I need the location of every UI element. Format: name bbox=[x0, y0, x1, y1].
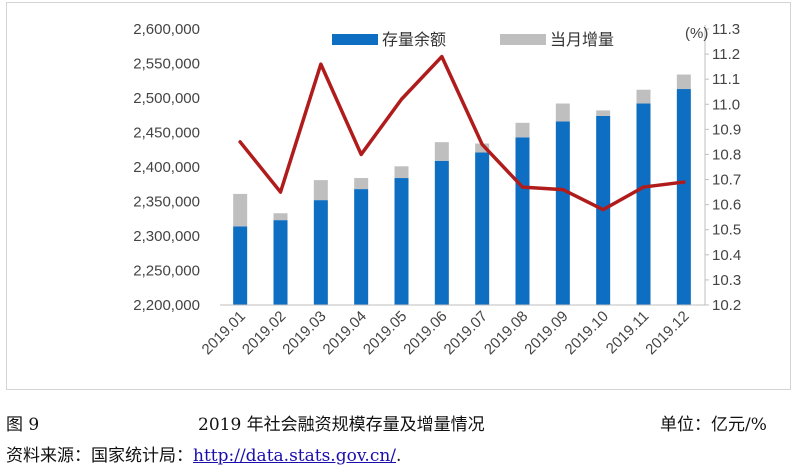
line-group bbox=[238, 54, 686, 212]
x-tick-label: 2019.06 bbox=[400, 308, 450, 358]
legend-swatch-stock bbox=[332, 34, 378, 45]
unit-label: 单位：亿元/% bbox=[660, 415, 767, 435]
bar-stock bbox=[636, 103, 651, 306]
chart-svg: 2,200,000 2,250,000 2,300,000 2,350,000 2,40… bbox=[133, 21, 741, 358]
left-axis: 2,200,000 2,250,000 2,300,000 2,350,000 2,40… bbox=[133, 21, 200, 314]
bar-stock bbox=[313, 200, 328, 305]
x-tick-label: 2019.01 bbox=[199, 308, 249, 358]
bar-stock bbox=[676, 89, 691, 305]
bar-stock bbox=[515, 137, 530, 305]
x-axis: 2019.012019.022019.032019.042019.052019.… bbox=[199, 304, 705, 358]
bar-stock bbox=[475, 152, 490, 305]
bars-group bbox=[233, 74, 691, 306]
x-tick-label: 2019.03 bbox=[279, 308, 329, 358]
bar-increment bbox=[354, 178, 369, 190]
left-tick-label: 2,500,000 bbox=[133, 90, 200, 107]
right-axis: 10.2 10.3 10.4 10.5 10.6 10.7 10.8 10.9 11.0 11.1… bbox=[704, 21, 741, 314]
x-tick-label: 2019.09 bbox=[521, 308, 571, 358]
right-tick-label: 11.2 bbox=[712, 46, 740, 63]
bar-increment bbox=[475, 143, 490, 153]
right-tick-label: 10.5 bbox=[712, 222, 741, 239]
left-tick-label: 2,200,000 bbox=[133, 297, 200, 314]
legend-label-increment: 当月增量 bbox=[550, 30, 614, 49]
bar-stock bbox=[434, 160, 449, 305]
left-tick-label: 2,300,000 bbox=[133, 228, 200, 245]
right-tick-label: 11.1 bbox=[712, 71, 740, 88]
right-tick-label: 11.3 bbox=[712, 21, 740, 38]
bar-increment bbox=[676, 74, 691, 90]
x-tick-label: 2019.05 bbox=[360, 308, 410, 358]
bar-increment bbox=[596, 110, 611, 116]
source-line: 资料来源：国家统计局：http://data.stats.gov.cn/. bbox=[6, 441, 401, 466]
right-tick-label: 10.6 bbox=[712, 197, 741, 214]
bar-stock bbox=[354, 189, 369, 305]
left-tick-label: 2,600,000 bbox=[133, 21, 200, 38]
left-tick-label: 2,350,000 bbox=[133, 194, 200, 211]
bar-increment bbox=[313, 180, 328, 201]
bar-increment bbox=[394, 166, 409, 179]
right-tick-label: 10.8 bbox=[712, 146, 741, 163]
right-tick-label: 10.7 bbox=[712, 172, 741, 189]
bar-stock bbox=[273, 220, 288, 305]
chart-frame: 2,200,000 2,250,000 2,300,000 2,350,000 2,40… bbox=[6, 2, 791, 390]
left-tick-label: 2,450,000 bbox=[133, 125, 200, 142]
right-tick-label: 10.2 bbox=[712, 297, 741, 314]
left-tick-label: 2,400,000 bbox=[133, 159, 200, 176]
x-tick-label: 2019.10 bbox=[562, 308, 612, 358]
legend-label-stock: 存量余额 bbox=[382, 30, 446, 49]
source-prefix: 资料来源：国家统计局： bbox=[6, 446, 193, 466]
figure-title: 2019 年社会融资规模存量及增量情况 bbox=[198, 415, 485, 435]
right-tick-label: 10.4 bbox=[712, 247, 741, 264]
legend-swatch-increment bbox=[500, 34, 546, 45]
right-tick-label: 10.3 bbox=[712, 272, 741, 289]
legend: 存量余额 当月增量 bbox=[332, 30, 614, 49]
left-tick-label: 2,550,000 bbox=[133, 56, 200, 73]
x-tick-label: 2019.02 bbox=[239, 308, 289, 358]
source-suffix: . bbox=[396, 446, 402, 466]
bar-stock bbox=[555, 121, 570, 306]
source-link[interactable]: http://data.stats.gov.cn/ bbox=[193, 446, 397, 466]
left-tick-label: 2,250,000 bbox=[133, 263, 200, 280]
x-tick-label: 2019.07 bbox=[441, 308, 491, 358]
bar-stock bbox=[394, 178, 409, 305]
bar-increment bbox=[434, 142, 449, 161]
bar-increment bbox=[233, 193, 248, 227]
x-tick-label: 2019.12 bbox=[642, 308, 692, 358]
x-tick-label: 2019.08 bbox=[481, 308, 531, 358]
figure-number: 图 9 bbox=[6, 415, 40, 435]
right-tick-label: 11.0 bbox=[712, 96, 740, 113]
bar-stock bbox=[233, 226, 248, 305]
right-tick-label: 10.9 bbox=[712, 121, 741, 138]
right-axis-unit-label: (%) bbox=[685, 25, 708, 42]
bar-increment bbox=[273, 213, 288, 221]
bar-increment bbox=[555, 103, 570, 122]
bar-increment bbox=[636, 89, 651, 104]
x-tick-label: 2019.04 bbox=[320, 308, 370, 358]
bar-increment bbox=[515, 122, 530, 138]
growth-rate-line bbox=[238, 54, 686, 212]
